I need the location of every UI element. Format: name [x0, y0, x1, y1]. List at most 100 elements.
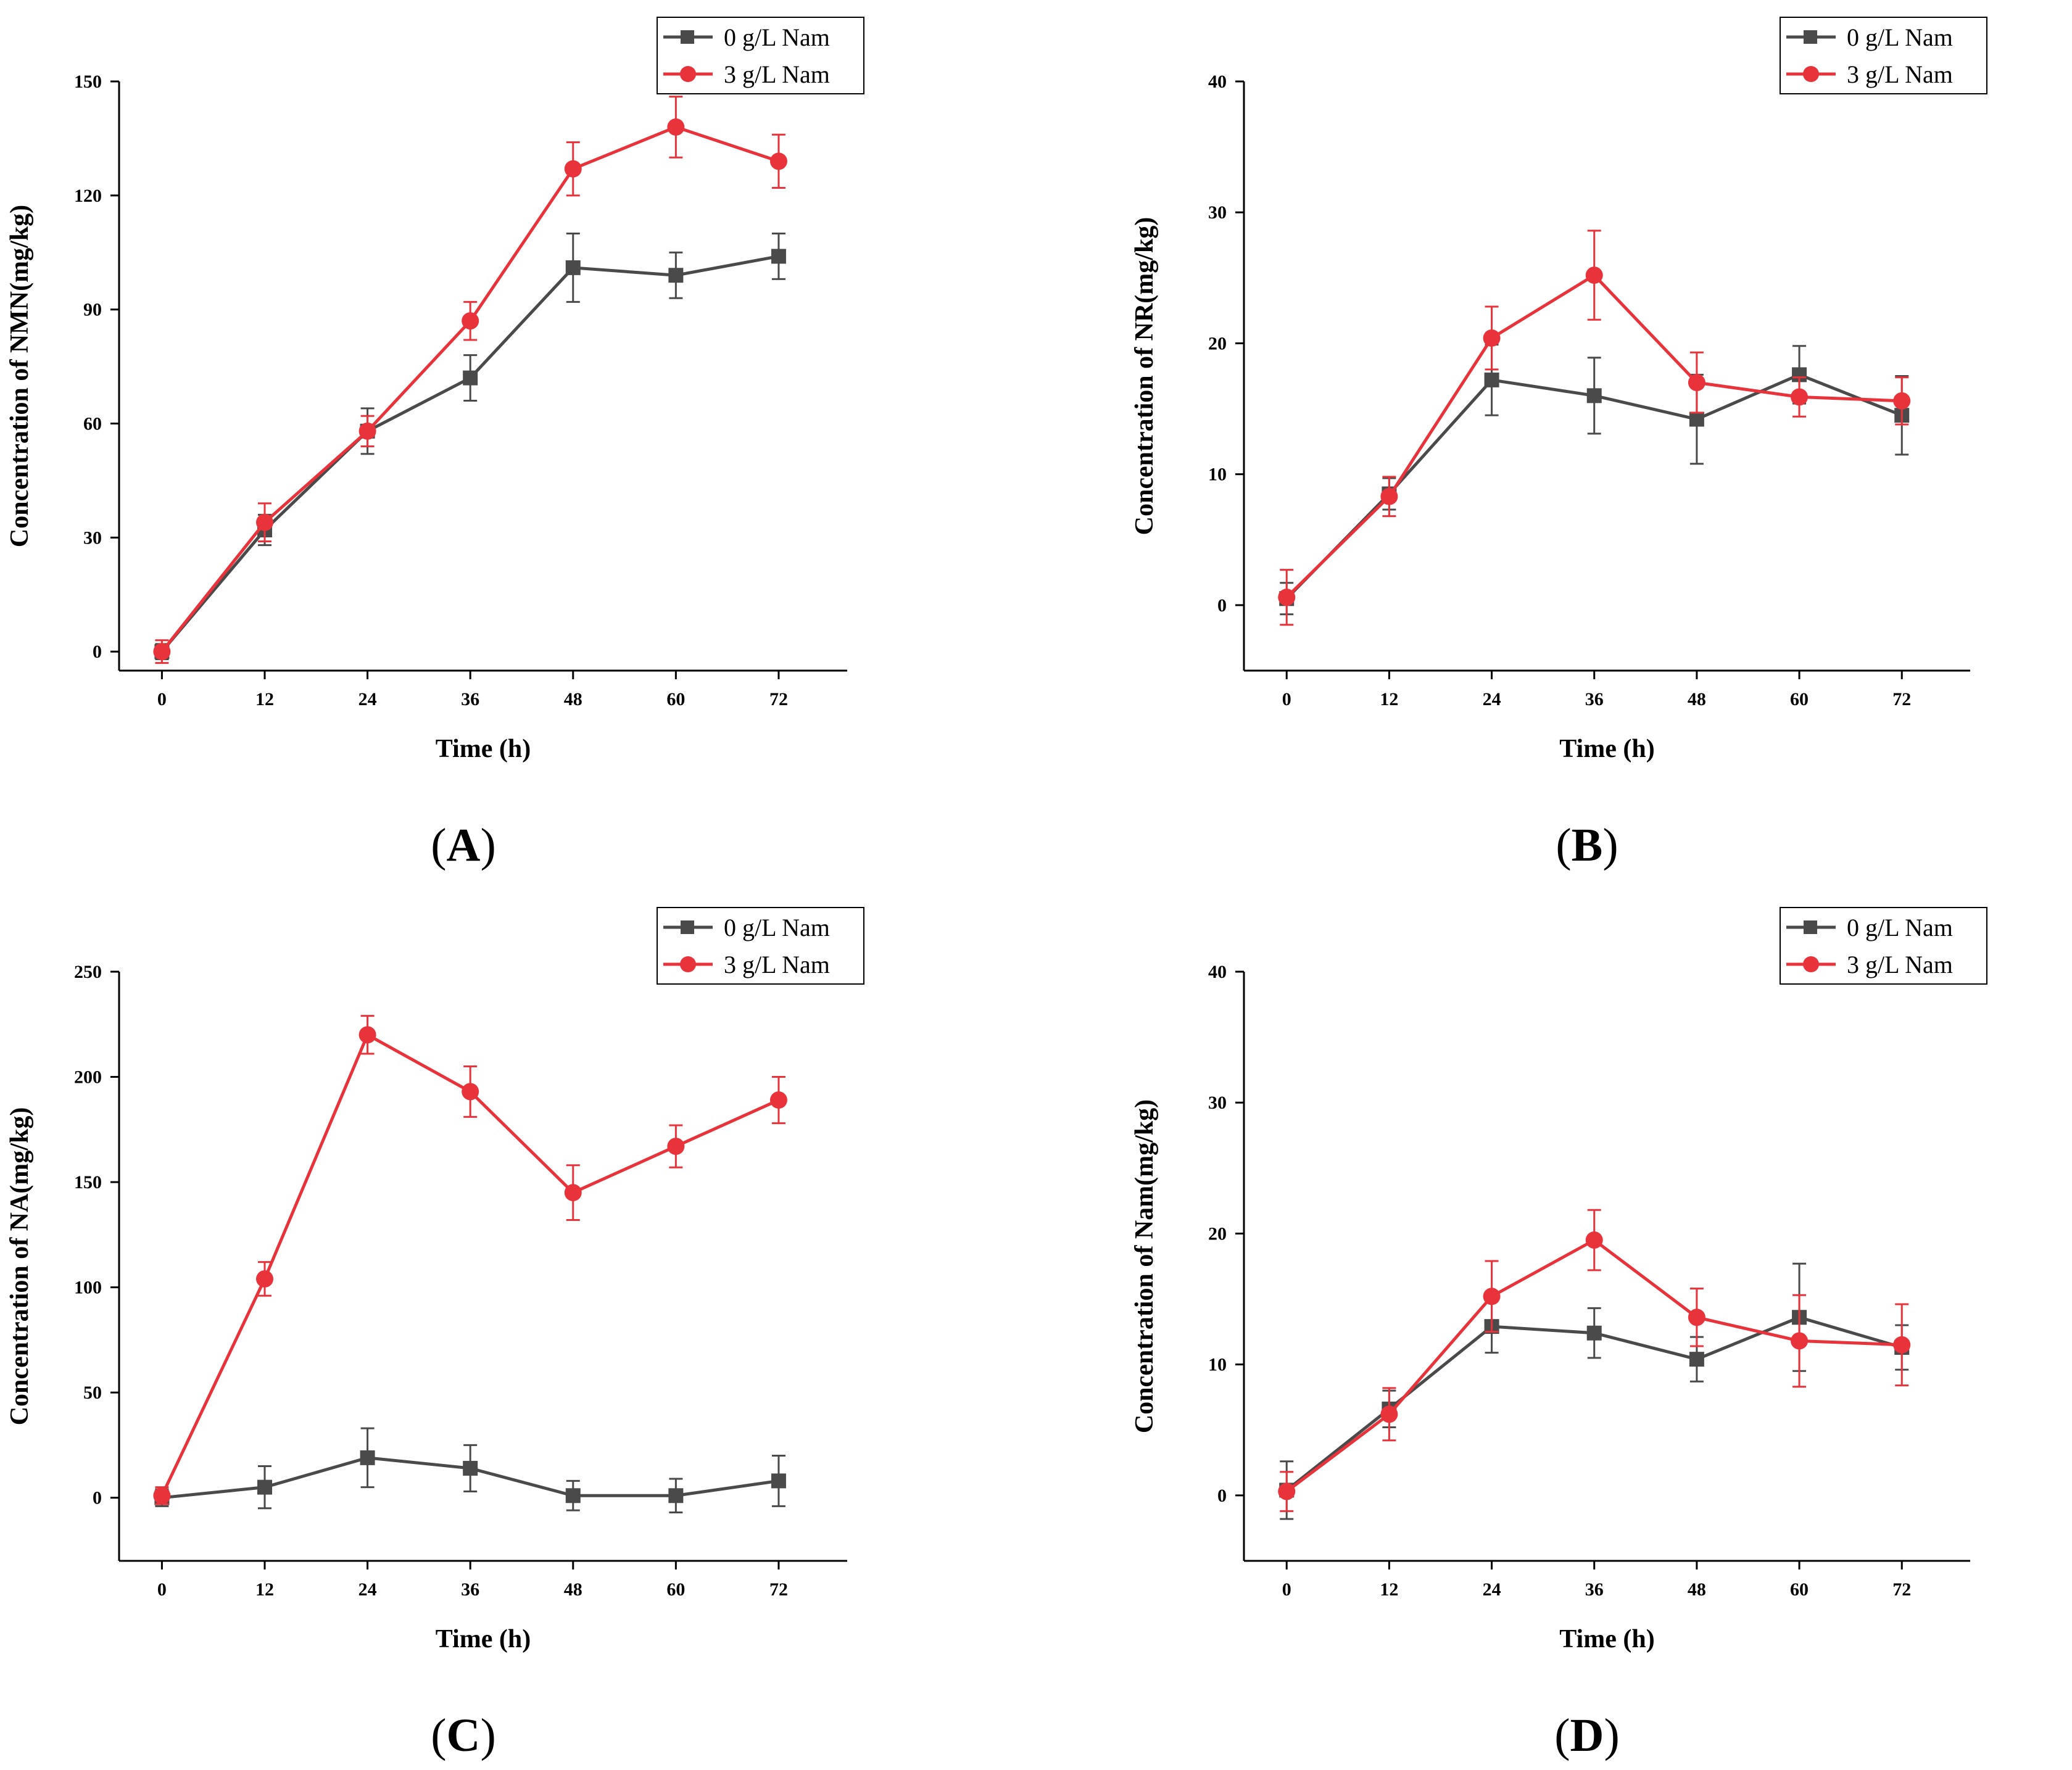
legend-label: 0 g/L Nam [1847, 23, 1953, 51]
x-tick-label: 0 [1282, 1579, 1291, 1600]
x-tick-label: 60 [1790, 689, 1809, 709]
x-tick-label: 12 [1380, 689, 1398, 709]
x-axis-label: Time (h) [1559, 735, 1654, 763]
y-tick-label: 20 [1208, 333, 1227, 354]
legend-label: 0 g/L Nam [724, 23, 830, 51]
data-point [256, 513, 273, 531]
data-point [256, 1270, 273, 1288]
data-point [360, 1450, 375, 1465]
data-point [667, 118, 685, 136]
series-line [1285, 1238, 1902, 1493]
x-tick-label: 24 [1483, 1579, 1501, 1600]
x-tick-label: 24 [1483, 689, 1501, 709]
x-tick-label: 48 [564, 689, 582, 709]
series-0g [154, 232, 786, 661]
x-tick-label: 12 [1380, 1579, 1398, 1600]
x-tick-label: 72 [769, 689, 788, 709]
y-tick-label: 40 [1208, 962, 1227, 982]
x-tick-label: 48 [1688, 689, 1706, 709]
series-0g [1279, 1262, 1910, 1520]
x-tick-label: 24 [358, 1579, 377, 1600]
series-0g [154, 1427, 786, 1514]
data-point [1483, 1288, 1501, 1305]
x-tick-label: 0 [157, 1579, 167, 1600]
x-tick-label: 60 [1790, 1579, 1809, 1600]
panel-label: (A) [431, 819, 496, 871]
legend: 0 g/L Nam 3 g/L Nam [1780, 17, 1987, 94]
legend-marker [1803, 956, 1819, 972]
y-tick-label: 200 [74, 1067, 102, 1088]
legend-marker [1803, 66, 1819, 82]
data-point [1689, 411, 1704, 427]
y-tick-label: 120 [74, 186, 102, 206]
data-point [1688, 374, 1705, 392]
legend-label: 3 g/L Nam [1847, 60, 1953, 88]
data-point [1278, 589, 1296, 606]
y-tick-label: 250 [74, 962, 102, 982]
y-tick-label: 100 [74, 1278, 102, 1298]
legend-marker [681, 920, 694, 934]
y-tick-label: 150 [74, 1172, 102, 1193]
y-axis-label: Concentration of NA(mg/kg) [6, 1107, 34, 1426]
data-point [1688, 1309, 1705, 1326]
x-tick-label: 60 [666, 1579, 685, 1600]
data-point [462, 312, 479, 330]
panel-label: (D) [1554, 1710, 1620, 1761]
legend-label: 3 g/L Nam [724, 60, 830, 88]
data-point [565, 260, 581, 275]
data-point [153, 1487, 171, 1505]
y-tick-label: 30 [1208, 1093, 1227, 1113]
y-tick-label: 0 [93, 1488, 102, 1508]
data-point [1380, 487, 1398, 505]
y-tick-label: 0 [1217, 595, 1227, 616]
data-point [667, 1138, 685, 1156]
data-point [1484, 372, 1499, 387]
data-point [1278, 1483, 1296, 1500]
legend: 0 g/L Nam 3 g/L Nam [657, 907, 864, 985]
legend-marker [681, 30, 694, 44]
legend-marker [1804, 920, 1817, 934]
data-point [462, 1083, 479, 1101]
y-tick-label: 10 [1208, 465, 1227, 485]
x-tick-label: 36 [461, 1579, 479, 1600]
legend-marker [680, 66, 696, 82]
x-tick-label: 0 [157, 689, 167, 709]
legend-label: 0 g/L Nam [724, 914, 830, 941]
x-tick-label: 12 [255, 1579, 274, 1600]
data-point [1689, 1352, 1704, 1367]
series-3g [153, 96, 787, 664]
x-tick-label: 36 [1585, 689, 1604, 709]
legend-label: 0 g/L Nam [1847, 914, 1953, 941]
panel-label: (B) [1556, 819, 1618, 871]
x-tick-label: 24 [358, 689, 377, 709]
y-tick-label: 60 [83, 414, 102, 434]
y-tick-label: 50 [83, 1383, 102, 1403]
legend-marker [1804, 30, 1817, 44]
legend: 0 g/L Nam 3 g/L Nam [657, 17, 864, 94]
series-3g [153, 1015, 787, 1505]
y-axis-label: Concentration of NMN(mg/kg) [6, 205, 34, 547]
y-tick-label: 40 [1208, 72, 1227, 92]
data-point [257, 1479, 272, 1495]
x-tick-label: 0 [1282, 689, 1291, 709]
y-tick-label: 30 [1208, 202, 1227, 223]
data-point [564, 1184, 582, 1202]
chart-panel-b: 0 10 20 30 40 0 12 24 36 48 60 72 Time (h) Concentrat… [1130, 17, 1987, 871]
x-axis-label: Time (h) [1559, 1625, 1654, 1653]
data-point [769, 152, 787, 170]
data-point [1586, 1325, 1602, 1341]
chart-panel-a: 0 30 60 90 120 150 0 12 24 36 48 60 72 Time (h) Concen… [6, 17, 864, 871]
y-tick-label: 90 [83, 300, 102, 320]
x-tick-label: 36 [461, 689, 479, 709]
legend-marker [680, 956, 696, 972]
chart-panel-c: 0 50 100 150 200 250 0 12 24 36 48 60 72 Time (h) Conc… [6, 907, 864, 1761]
series-0g [1279, 344, 1910, 616]
series-3g [1278, 1209, 1911, 1512]
data-point [771, 1473, 786, 1489]
panel-letter: C [447, 1710, 481, 1761]
y-tick-label: 150 [74, 72, 102, 92]
x-tick-label: 72 [1892, 689, 1911, 709]
data-point [358, 422, 376, 440]
x-axis-label: Time (h) [436, 1625, 531, 1653]
